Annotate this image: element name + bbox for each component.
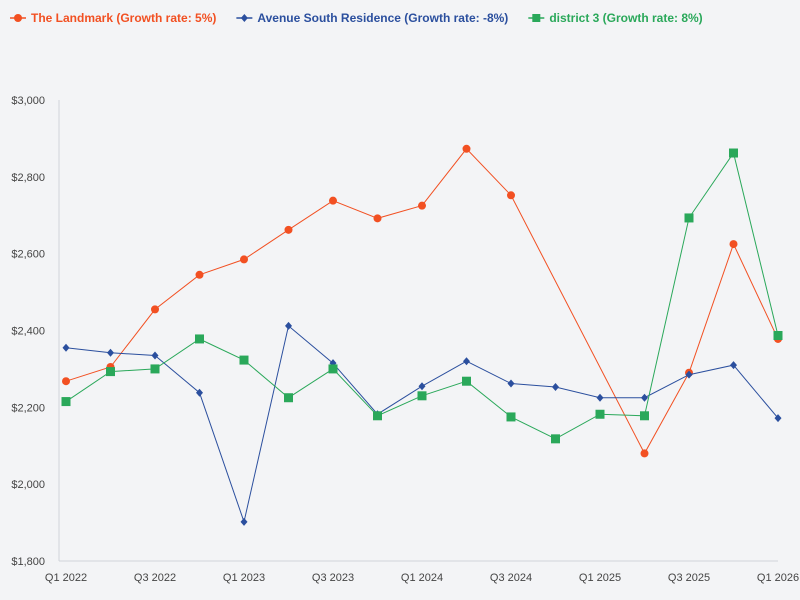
data-point: [462, 144, 471, 153]
data-point: [773, 330, 783, 340]
data-point: [62, 343, 70, 352]
x-tick-label: Q1 2023: [223, 572, 265, 584]
legend-label: district 3 (Growth rate: 8%): [549, 11, 702, 25]
y-tick-label: $2,400: [11, 326, 45, 338]
y-tick-label: $2,200: [11, 402, 45, 414]
axes: $1,800 $2,000 $2,200 $2,400 $2,600 $2,800 $3,0…: [11, 95, 799, 584]
legend-marker: [14, 14, 22, 22]
x-tick-label: Q3 2022: [134, 572, 176, 584]
legend-marker: [240, 14, 248, 22]
data-point: [462, 376, 471, 386]
data-point: [240, 255, 248, 264]
data-point: [729, 240, 738, 249]
data-point: [551, 434, 560, 444]
data-point: [506, 412, 516, 422]
data-point: [774, 414, 782, 423]
legend-label: Avenue South Residence (Growth rate: -8%…: [257, 11, 508, 25]
data-point: [150, 364, 160, 374]
data-point: [507, 191, 515, 200]
legend: The Landmark (Growth rate: 5%) Avenue Sou…: [10, 11, 703, 25]
data-point: [328, 364, 338, 374]
data-point: [507, 379, 515, 388]
legend-marker: [532, 14, 541, 22]
x-tick-label: Q3 2024: [490, 572, 532, 584]
data-point: [641, 393, 648, 402]
x-tick-label: Q3 2025: [668, 572, 710, 584]
data-point: [195, 334, 204, 344]
data-point: [552, 382, 559, 391]
series-1: [62, 144, 782, 458]
data-point: [240, 517, 248, 526]
data-point: [595, 409, 605, 419]
data-point: [151, 305, 159, 314]
series-line: [65, 324, 779, 524]
y-tick-label: $2,600: [11, 249, 45, 261]
series-line: [65, 148, 779, 455]
data-point: [196, 388, 203, 397]
data-point: [729, 148, 738, 158]
legend-item-2[interactable]: Avenue South Residence (Growth rate: -8%…: [236, 11, 508, 25]
data-point: [730, 361, 737, 370]
x-tick-label: Q3 2023: [312, 572, 354, 584]
data-point: [195, 270, 204, 279]
data-point: [62, 377, 70, 386]
series-3: [61, 148, 783, 444]
data-point: [284, 225, 293, 234]
x-tick-label: Q1 2026: [757, 572, 799, 584]
legend-item-1[interactable]: The Landmark (Growth rate: 5%): [10, 11, 216, 25]
data-point: [239, 355, 249, 365]
data-point: [417, 391, 427, 401]
data-point: [61, 397, 71, 407]
data-point: [684, 213, 694, 223]
x-tick-label: Q1 2024: [401, 572, 443, 584]
data-point: [640, 411, 649, 421]
data-point: [640, 449, 649, 458]
x-tick-label: Q1 2022: [45, 572, 87, 584]
plot-area: [61, 144, 783, 526]
data-point: [418, 201, 426, 210]
data-point: [685, 370, 693, 379]
y-tick-label: $2,000: [11, 479, 45, 491]
data-point: [596, 393, 604, 402]
data-point: [373, 411, 382, 421]
series-2: [62, 321, 782, 526]
data-point: [329, 196, 337, 205]
data-point: [151, 351, 159, 360]
data-point: [106, 367, 115, 377]
legend-item-3[interactable]: district 3 (Growth rate: 8%): [528, 11, 703, 25]
data-point: [284, 393, 293, 403]
data-point: [373, 214, 382, 223]
data-point: [418, 382, 426, 391]
y-tick-label: $3,000: [11, 95, 45, 107]
data-point: [285, 321, 292, 330]
legend-label: The Landmark (Growth rate: 5%): [31, 11, 216, 25]
data-point: [107, 348, 114, 357]
y-tick-label: $1,800: [11, 556, 45, 568]
data-point: [463, 357, 470, 366]
y-tick-label: $2,800: [11, 172, 45, 184]
x-tick-label: Q1 2025: [579, 572, 621, 584]
